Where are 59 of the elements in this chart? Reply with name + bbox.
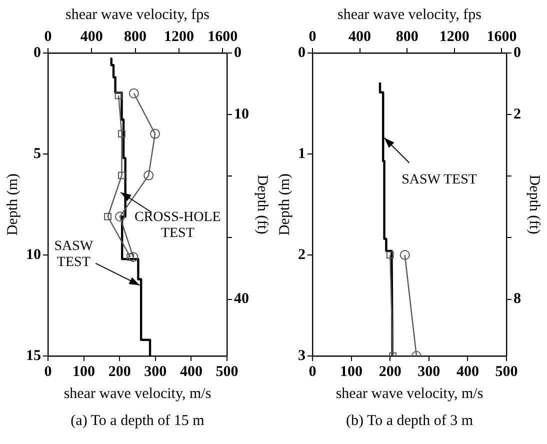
y-tick-label: 15 — [26, 348, 41, 364]
text: (a) To a depth of 15 m — [70, 413, 206, 430]
y2-tick-label: 0 — [234, 44, 242, 61]
y-tick-label: 0 — [34, 44, 41, 61]
y2-tick-label: 2 — [514, 106, 521, 122]
x2-tick-label: 1200 — [164, 28, 194, 45]
x2-tick-label: 0 — [308, 28, 316, 45]
point — [150, 128, 160, 139]
y-tick-label: 1 — [298, 146, 306, 162]
x2-axis-title: shear wave velocity, fps — [338, 6, 482, 23]
y-tick-label: 5 — [34, 146, 41, 162]
y-axis-title: Depth (m) — [4, 173, 21, 236]
point — [128, 88, 139, 98]
x-tick-label: 100 — [340, 364, 363, 380]
x2-axis-title: shear wave velocity, fps — [66, 6, 210, 23]
y-axis-title: Depth (m) — [276, 173, 293, 236]
x2-tick-label: 1600 — [208, 28, 238, 45]
y2-tick-label: 40 — [234, 291, 249, 308]
point — [114, 92, 122, 100]
x-tick-label: 100 — [72, 364, 96, 380]
y-tick-label: 2 — [298, 246, 306, 263]
x-tick-label: 0 — [308, 364, 316, 380]
point — [128, 252, 138, 262]
y2-tick-label: 10 — [234, 106, 249, 122]
y2-tick-label: 0 — [514, 44, 521, 61]
text: (b) To a depth of 3 m — [345, 413, 474, 430]
y2-tick-label: 8 — [514, 291, 521, 308]
x2-tick-label: 1200 — [439, 28, 470, 45]
point — [144, 170, 154, 180]
point — [126, 253, 134, 261]
x2-tick-label: 800 — [396, 28, 418, 45]
point — [118, 172, 126, 180]
x-tick-label: 400 — [180, 364, 202, 380]
x2-tick-label: 400 — [348, 28, 372, 45]
x2-tick-label: 400 — [80, 28, 103, 45]
y2-axis-title: Depth (ft) — [254, 174, 270, 234]
x2-tick-label: 1600 — [486, 28, 517, 45]
y2-axis-title: Depth (ft) — [526, 174, 542, 234]
y-tick-label: 3 — [298, 348, 306, 364]
x-axis-title: shear wave velocity, m/s — [64, 386, 212, 402]
x-tick-label: 500 — [216, 364, 238, 380]
x-tick-label: 200 — [378, 364, 402, 380]
x-tick-label: 500 — [495, 364, 518, 380]
y-tick-label: 10 — [26, 246, 41, 263]
point — [118, 130, 126, 138]
x2-tick-label: 800 — [124, 28, 147, 45]
x-tick-label: 400 — [456, 364, 479, 380]
x-axis-title: shear wave velocity, m/s — [336, 386, 484, 402]
annotation: SASW TEST — [402, 172, 478, 188]
x2-tick-label: 0 — [44, 28, 52, 45]
x-tick-label: 200 — [108, 364, 131, 380]
x-tick-label: 300 — [144, 364, 167, 380]
x-tick-label: 300 — [418, 364, 440, 380]
annotation: SASW TEST — [54, 238, 94, 270]
point — [114, 212, 125, 222]
y-tick-label: 0 — [298, 44, 306, 61]
point — [104, 212, 112, 220]
annotation: CROSS-HOLE TEST — [134, 210, 221, 242]
x-tick-label: 0 — [44, 364, 52, 380]
